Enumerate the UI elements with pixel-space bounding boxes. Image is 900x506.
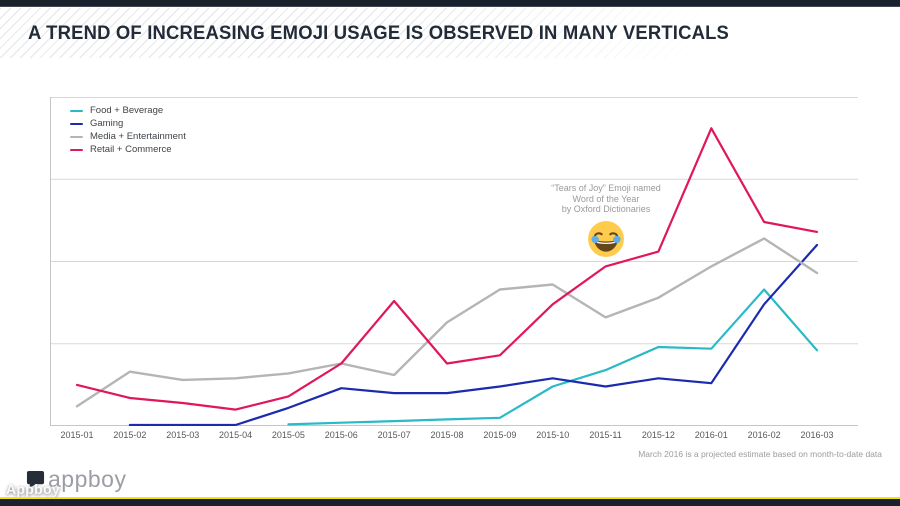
x-tick-label: 2015-03: [166, 430, 200, 440]
plot-svg: [50, 97, 858, 426]
x-tick-label: 2015-09: [483, 430, 517, 440]
legend-swatch: [70, 109, 83, 112]
x-tick-label: 2015-07: [377, 430, 411, 440]
legend-item: Food + Beverage: [70, 104, 186, 117]
legend-label: Gaming: [90, 118, 124, 129]
legend-swatch: [70, 122, 83, 125]
top-accent-bar: [0, 0, 900, 7]
legend-label: Media + Entertainment: [90, 131, 186, 142]
appboy-logo: appboy: [26, 466, 127, 492]
x-tick-label: 2015-12: [641, 430, 675, 440]
annotation-text: “Tears of Joy” Emoji named Word of the Y…: [518, 183, 694, 215]
annotation-line-2: Word of the Year: [572, 193, 640, 204]
tears-of-joy-emoji: [587, 220, 625, 258]
legend: Food + Beverage Gaming Media + Entertainme…: [70, 104, 186, 156]
legend-label: Retail + Commerce: [90, 144, 172, 155]
legend-item: Retail + Commerce: [70, 143, 186, 156]
x-axis-labels: 2015-01 2015-02 2015-03 2015-04 2015-05 2015-…: [50, 430, 858, 444]
x-tick-label: 2016-02: [747, 430, 781, 440]
annotation-line-1: “Tears of Joy” Emoji named: [551, 183, 661, 193]
legend-item: Media + Entertainment: [70, 130, 186, 143]
x-tick-label: 2016-03: [800, 430, 834, 440]
chart-footnote: March 2016 is a projected estimate based…: [638, 449, 882, 459]
legend-item: Gaming: [70, 117, 186, 130]
header-band: A TREND OF INCREASING EMOJI USAGE IS OBS…: [0, 8, 900, 58]
x-tick-label: 2015-11: [589, 430, 622, 440]
legend-label: Food + Beverage: [90, 105, 164, 116]
watermark-text: Appboy: [6, 481, 60, 497]
x-tick-label: 2015-01: [60, 430, 94, 440]
x-tick-label: 2015-08: [430, 430, 464, 440]
line-chart: Food + Beverage Gaming Media + Entertainme…: [50, 97, 858, 426]
x-tick-label: 2015-05: [271, 430, 305, 440]
appboy-logo-text: appboy: [48, 466, 127, 492]
bottom-accent-bar: [0, 499, 900, 506]
x-tick-label: 2015-10: [536, 430, 570, 440]
x-tick-label: 2015-06: [324, 430, 358, 440]
legend-swatch: [70, 135, 83, 138]
yellow-divider: [0, 497, 900, 499]
x-tick-label: 2015-04: [219, 430, 253, 440]
annotation-line-3: by Oxford Dictionaries: [561, 204, 651, 214]
x-tick-label: 2016-01: [694, 430, 728, 440]
x-tick-label: 2015-02: [113, 430, 147, 440]
page-title: A TREND OF INCREASING EMOJI USAGE IS OBS…: [28, 23, 730, 44]
appboy-logo-icon: [26, 470, 45, 488]
legend-swatch: [70, 148, 83, 151]
